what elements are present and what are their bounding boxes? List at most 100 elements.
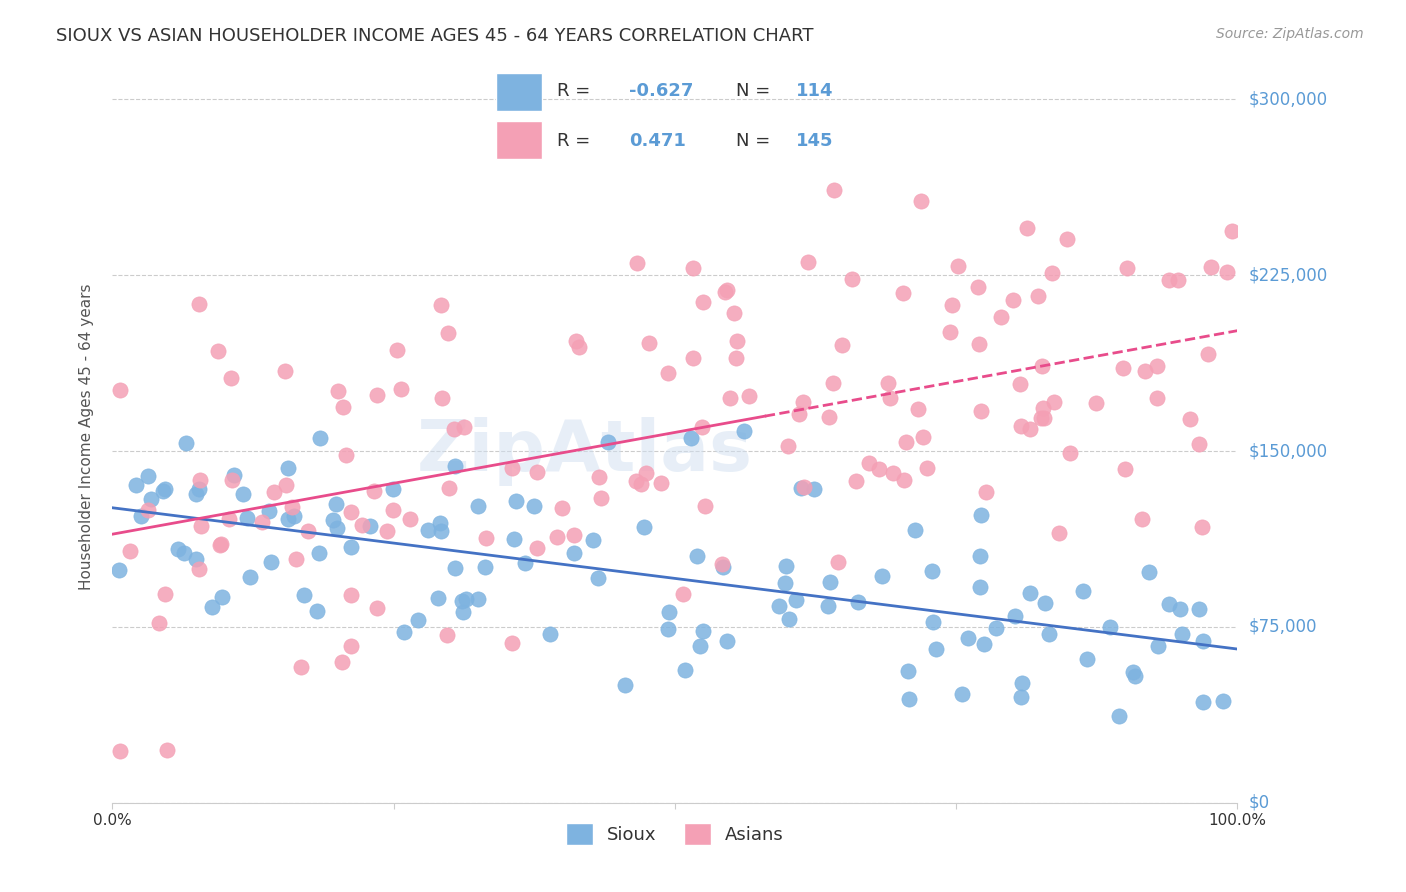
Point [218,512,240,526]
Point [107,562,129,576]
Point [785,592,807,607]
Point [939,325,962,339]
Point [332,400,354,414]
Point [1146,359,1168,373]
Point [893,473,915,487]
Point [716,634,738,648]
Point [366,387,388,401]
Legend: Sioux, Asians: Sioux, Asians [558,816,792,852]
Point [406,613,429,627]
Point [152,484,174,499]
Point [207,343,229,358]
FancyBboxPatch shape [496,121,541,159]
Point [209,537,232,551]
Point [129,509,152,524]
Point [1018,586,1040,600]
Point [259,504,281,518]
Y-axis label: Householder Income Ages 45 - 64 years: Householder Income Ages 45 - 64 years [79,284,94,591]
Point [276,478,298,492]
Point [970,508,993,523]
Point [737,389,759,403]
Point [385,343,408,358]
Point [789,407,811,421]
Point [273,364,295,378]
Point [1031,359,1053,373]
Point [1010,377,1032,392]
Point [636,466,658,480]
Point [429,516,451,530]
Point [340,540,363,554]
Point [437,326,460,340]
Point [633,520,655,534]
Point [222,467,245,482]
Point [108,383,131,397]
Point [201,600,224,615]
Point [538,627,561,641]
Point [1159,597,1181,611]
Point [973,636,995,650]
Point [879,391,901,405]
Point [501,636,523,650]
Point [328,384,350,398]
Point [724,351,747,366]
Point [725,334,748,348]
Point [1071,583,1094,598]
Point [190,519,212,533]
Point [650,475,672,490]
Point [803,482,825,496]
Point [1029,411,1052,425]
Text: N =: N = [735,132,776,150]
Text: ZipAtlas: ZipAtlas [418,417,752,486]
Point [443,561,465,575]
Point [467,499,489,513]
Point [430,391,453,405]
Point [723,306,745,320]
Point [562,528,585,542]
Point [969,581,991,595]
Point [693,499,716,513]
Point [637,336,659,351]
Point [841,272,863,286]
Point [716,283,738,297]
Point [437,481,460,495]
Point [582,533,605,548]
Point [858,457,880,471]
Point [1216,265,1239,279]
Point [868,461,890,475]
Point [1059,446,1081,460]
FancyBboxPatch shape [496,73,541,111]
Point [630,477,652,491]
Point [297,524,319,538]
Point [1032,401,1054,416]
Point [921,564,943,578]
Point [290,659,312,673]
Point [773,575,796,590]
Point [689,640,711,654]
Point [1032,411,1054,425]
Point [1010,690,1032,704]
Point [454,592,477,607]
Point [208,538,231,552]
Point [232,486,254,500]
Point [941,298,963,312]
Point [897,692,920,706]
Point [915,460,938,475]
Point [239,569,262,583]
Point [588,572,610,586]
Point [1017,220,1039,235]
Point [1220,224,1243,238]
Point [1212,694,1234,708]
Point [1188,437,1211,451]
Point [188,474,211,488]
Point [925,641,948,656]
Point [381,503,404,517]
Point [792,395,814,409]
Point [108,744,131,758]
Point [911,430,934,444]
Point [1076,651,1098,665]
Point [1047,526,1070,541]
Point [1171,627,1194,641]
Point [453,420,475,434]
Point [350,518,373,533]
Point [692,294,714,309]
